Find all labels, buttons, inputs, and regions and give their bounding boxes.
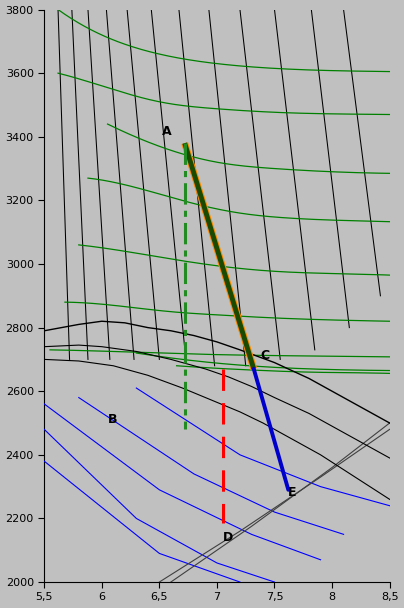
Text: A: A (162, 125, 171, 138)
Text: C: C (261, 350, 270, 362)
Text: B: B (107, 413, 117, 426)
Text: D: D (223, 531, 233, 544)
Text: E: E (288, 486, 297, 499)
